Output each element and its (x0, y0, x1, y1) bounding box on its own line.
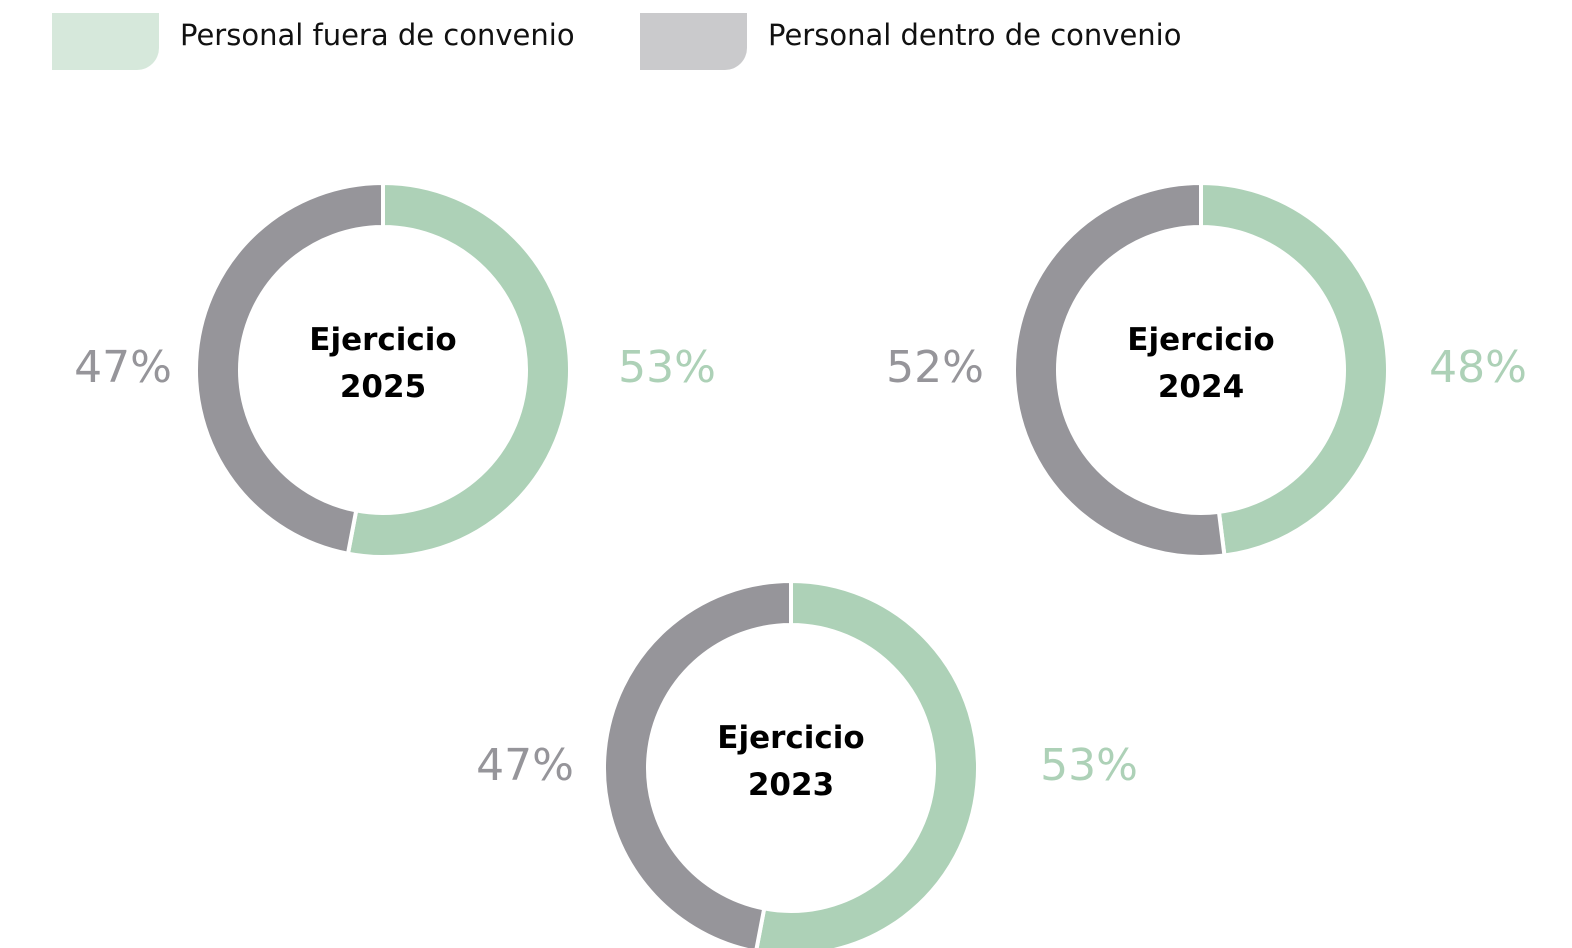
center-title-box: Ejercicio 2023 (717, 720, 865, 803)
legend-label: Personal fuera de convenio (180, 18, 575, 52)
legend-swatch (52, 13, 159, 70)
donut-segment (194, 180, 385, 557)
value-label: 47% (74, 342, 172, 393)
center-title-box: Ejercicio 2024 (1127, 322, 1275, 405)
center-title-box: Ejercicio 2025 (309, 322, 457, 405)
donut-segment (1012, 180, 1227, 559)
value-label: 48% (1429, 342, 1527, 393)
donut-segment (602, 578, 793, 948)
chart-title: Ejercicio 2024 (1127, 322, 1275, 405)
donut-segment (345, 180, 572, 559)
legend-label: Personal dentro de convenio (768, 18, 1181, 52)
donut-segment (754, 578, 980, 948)
value-label: 53% (1040, 740, 1138, 791)
value-label: 52% (886, 342, 984, 393)
donut-segment (1199, 180, 1390, 558)
legend-swatch (640, 13, 747, 70)
chart-title: Ejercicio 2023 (717, 720, 865, 803)
value-label: 47% (476, 740, 574, 791)
value-label: 53% (618, 342, 716, 393)
chart-title: Ejercicio 2025 (309, 322, 457, 405)
